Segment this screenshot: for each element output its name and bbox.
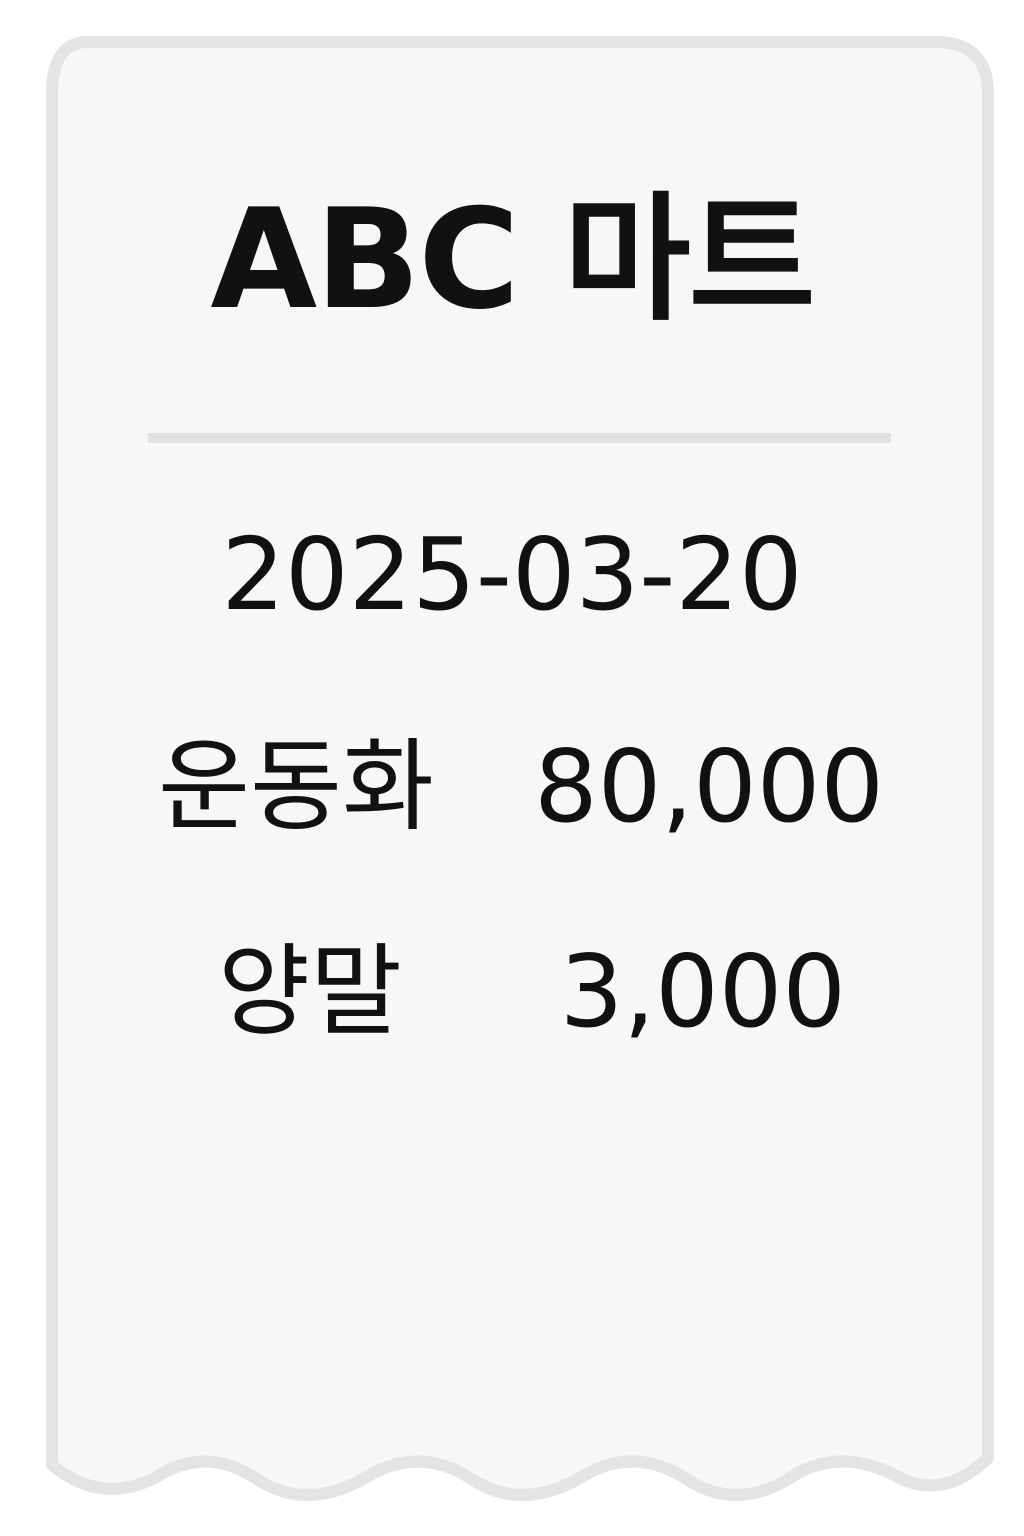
divider <box>148 433 891 443</box>
item-price: 3,000 <box>559 933 846 1050</box>
line-item: 양말 3,000 <box>0 932 1024 1052</box>
item-name: 운동화 <box>158 728 434 845</box>
store-name: ABC 마트 <box>210 179 815 340</box>
receipt-date: 2025-03-20 <box>221 516 803 633</box>
item-price: 80,000 <box>534 728 884 845</box>
line-item: 운동화 80,000 <box>0 727 1024 847</box>
item-name: 양말 <box>218 933 402 1050</box>
